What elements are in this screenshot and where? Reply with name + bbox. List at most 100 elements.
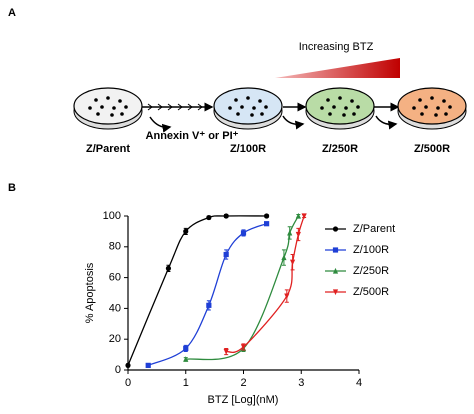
cell — [434, 113, 438, 117]
cell — [260, 112, 264, 116]
arrow-tick — [187, 103, 193, 111]
cell — [234, 98, 238, 102]
plot: 0 20 40 60 80 100 0 1 2 3 4 Z/Parent Z/100R Z/250R Z/5… — [103, 210, 396, 389]
y-tick-label: 80 — [109, 241, 121, 253]
dish — [73, 87, 143, 125]
cell — [112, 106, 116, 110]
y-tick-label: 0 — [115, 364, 121, 376]
cell — [338, 96, 342, 100]
cell — [448, 105, 452, 109]
fit-curve — [147, 223, 267, 366]
point — [145, 362, 151, 368]
y-tick-label: 40 — [109, 302, 121, 314]
point — [223, 251, 229, 258]
point — [264, 213, 270, 219]
cell — [100, 105, 104, 109]
cell — [236, 112, 240, 116]
cell — [350, 99, 354, 103]
arrow-tick — [167, 103, 173, 111]
cell — [240, 105, 244, 109]
point — [183, 228, 189, 234]
cell — [420, 112, 424, 116]
point — [183, 345, 189, 352]
panel-label: A — [8, 7, 16, 19]
arrow-tick — [147, 103, 153, 111]
cell — [444, 112, 448, 116]
point — [223, 348, 229, 355]
point — [264, 221, 270, 227]
cell — [96, 112, 100, 116]
y-axis-title: % Apoptosis — [84, 262, 96, 323]
point — [332, 267, 339, 274]
cell — [442, 99, 446, 103]
cell — [356, 105, 360, 109]
point — [295, 212, 301, 219]
cell — [258, 99, 262, 103]
point — [125, 362, 131, 368]
point — [281, 254, 287, 261]
dishes: Z/Parent Z/100R Z/250R Z/500R — [73, 87, 467, 155]
cell — [320, 106, 324, 110]
legend-label: Z/Parent — [353, 223, 395, 235]
point — [240, 230, 247, 236]
cell — [344, 106, 348, 110]
x-tick-label: 1 — [183, 377, 189, 389]
point — [223, 213, 229, 219]
point — [240, 344, 247, 350]
cell — [328, 112, 332, 116]
cell — [110, 113, 114, 117]
cell — [106, 96, 110, 100]
step-label: Annexin V⁺ or PI⁺ — [146, 130, 239, 142]
fit-curve — [226, 215, 305, 354]
legend-label: Z/250R — [353, 265, 389, 277]
arrow-heads — [147, 103, 203, 111]
y-tick-label: 20 — [109, 333, 121, 345]
cell — [326, 98, 330, 102]
cell — [252, 106, 256, 110]
dish-label: Z/100R — [230, 143, 266, 155]
cell — [250, 113, 254, 117]
point — [165, 265, 172, 271]
x-axis-title: BTZ [Log](nM) — [208, 394, 279, 406]
point — [206, 302, 212, 308]
cell — [118, 99, 122, 103]
y-tick-label: 60 — [109, 272, 121, 284]
cell — [342, 113, 346, 117]
fit-curve — [127, 215, 267, 366]
x-tick-label: 4 — [356, 377, 362, 389]
cell — [430, 96, 434, 100]
legend-label: Z/500R — [353, 286, 389, 298]
dish-label: Z/250R — [322, 143, 358, 155]
dish — [397, 87, 467, 125]
panel-label: B — [8, 182, 16, 194]
point — [332, 289, 339, 296]
cell — [412, 106, 416, 110]
cell — [436, 106, 440, 110]
cell — [424, 105, 428, 109]
dish — [305, 87, 375, 125]
cell — [332, 105, 336, 109]
dish-label: Z/500R — [414, 143, 450, 155]
point — [332, 226, 339, 232]
cell — [264, 105, 268, 109]
point — [332, 247, 339, 253]
arrow-tick — [177, 103, 183, 111]
point — [301, 213, 307, 220]
gradient-triangle — [275, 58, 400, 78]
cell — [246, 96, 250, 100]
point — [183, 356, 189, 362]
x-tick-label: 3 — [298, 377, 304, 389]
arrow-tick — [197, 103, 203, 111]
point — [295, 231, 301, 238]
dish — [213, 87, 283, 125]
cell — [94, 98, 98, 102]
y-tick-label: 100 — [103, 210, 121, 222]
cell — [124, 105, 128, 109]
gradient-label: Increasing BTZ — [299, 41, 374, 53]
cell — [120, 112, 124, 116]
cell — [418, 98, 422, 102]
dish-label: Z/Parent — [86, 143, 130, 155]
x-tick-label: 0 — [125, 377, 131, 389]
point — [284, 293, 290, 300]
cell — [228, 106, 232, 110]
